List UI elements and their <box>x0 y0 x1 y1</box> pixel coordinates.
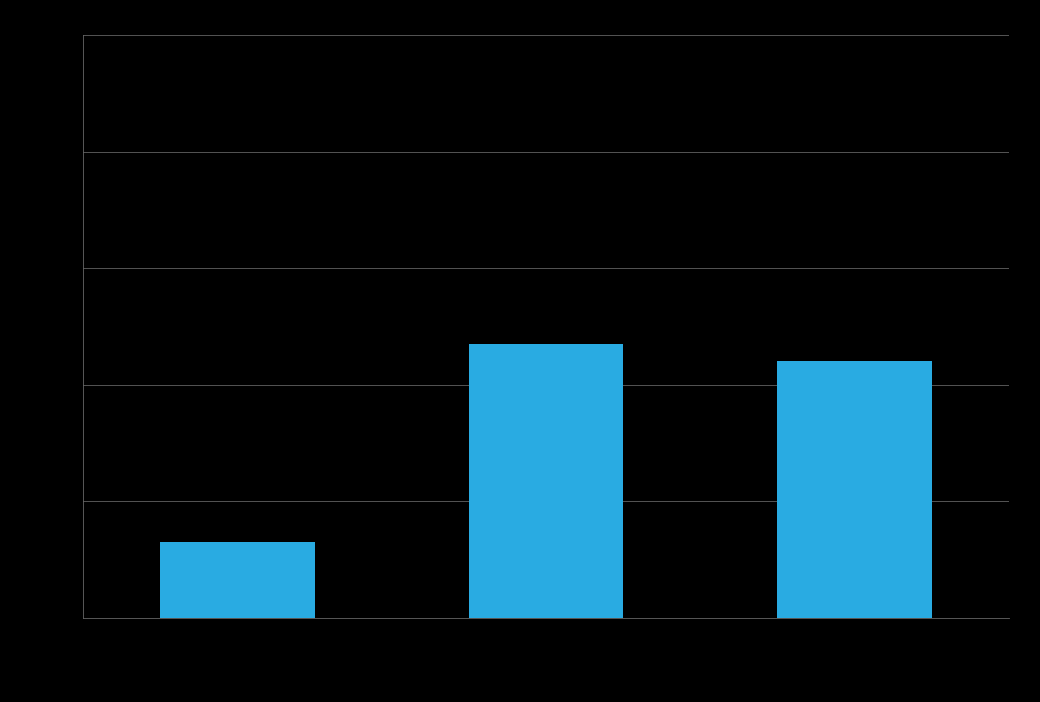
Bar <box>469 344 623 618</box>
Bar <box>160 542 314 618</box>
Bar <box>777 362 932 618</box>
